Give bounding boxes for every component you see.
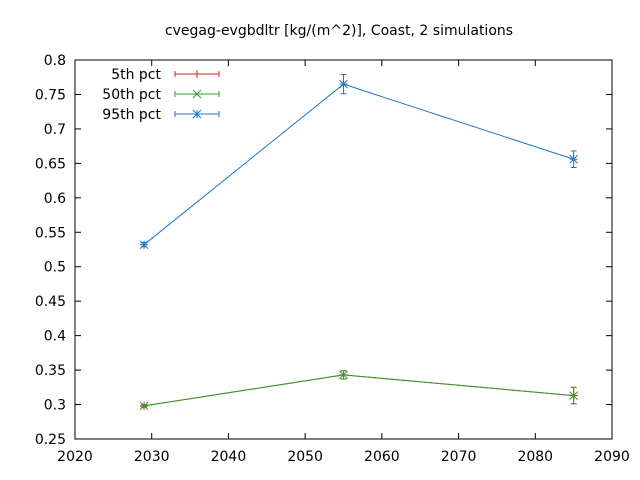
series-layer bbox=[139, 73, 578, 411]
y-tick-label: 0.4 bbox=[44, 329, 66, 345]
data-point bbox=[569, 154, 578, 164]
y-tick-label: 0.25 bbox=[35, 432, 66, 448]
x-tick-label: 2060 bbox=[364, 449, 400, 465]
marker-stroke bbox=[339, 79, 348, 89]
legend-marker bbox=[192, 89, 202, 99]
series-line bbox=[143, 83, 574, 246]
y-tick-label: 0.75 bbox=[35, 87, 66, 103]
y-tick-label: 0.5 bbox=[44, 260, 66, 276]
series-2 bbox=[139, 370, 578, 411]
x-tick-label: 2080 bbox=[517, 449, 553, 465]
series-3 bbox=[139, 73, 578, 250]
x-tick-label: 2040 bbox=[211, 449, 247, 465]
x-tick-label: 2020 bbox=[57, 449, 93, 465]
y-tick-label: 0.35 bbox=[35, 363, 66, 379]
legend-label: 5th pct bbox=[111, 67, 161, 83]
y-tick-label: 0.6 bbox=[44, 191, 66, 207]
data-point bbox=[569, 391, 578, 400]
legend-label: 95th pct bbox=[102, 107, 161, 123]
axes: 2020 2030 2040 2050 2060 2070 2080 2090 0.25 0.3 0… bbox=[35, 53, 630, 465]
legend-marker bbox=[193, 70, 201, 78]
legend-item: 50th pct bbox=[102, 87, 220, 103]
y-tick-label: 0.45 bbox=[35, 294, 66, 310]
series-line bbox=[143, 374, 574, 407]
marker-stroke bbox=[139, 401, 149, 411]
chart-title: cvegag-evgbdltr [kg/(m^2)], Coast, 2 sim… bbox=[165, 23, 513, 39]
marker-stroke bbox=[139, 240, 149, 250]
data-point bbox=[339, 79, 348, 89]
data-point bbox=[139, 240, 149, 250]
marker-stroke bbox=[339, 370, 348, 380]
legend-marker bbox=[192, 109, 202, 119]
marker-stroke bbox=[569, 391, 578, 400]
y-tick-label: 0.55 bbox=[35, 225, 66, 241]
x-tick-label: 2090 bbox=[594, 449, 630, 465]
marker-stroke bbox=[192, 109, 202, 119]
y-tick-label: 0.7 bbox=[44, 122, 66, 138]
x-tick-label: 2030 bbox=[134, 449, 170, 465]
marker-stroke bbox=[192, 89, 202, 99]
series-line bbox=[143, 374, 574, 407]
plot-area bbox=[74, 59, 613, 440]
legend-label: 50th pct bbox=[102, 87, 161, 103]
legend-item: 5th pct bbox=[111, 67, 220, 83]
x-tick-label: 2050 bbox=[287, 449, 323, 465]
y-tick-label: 0.3 bbox=[44, 398, 66, 414]
x-tick-label: 2070 bbox=[441, 449, 477, 465]
y-tick-label: 0.65 bbox=[35, 156, 66, 172]
data-point bbox=[139, 401, 149, 411]
data-point bbox=[339, 370, 348, 380]
y-tick-label: 0.8 bbox=[44, 53, 66, 69]
marker-stroke bbox=[569, 154, 578, 164]
legend-item: 95th pct bbox=[102, 107, 220, 123]
legend: 5th pct 50th pct 95th pct bbox=[102, 67, 220, 123]
